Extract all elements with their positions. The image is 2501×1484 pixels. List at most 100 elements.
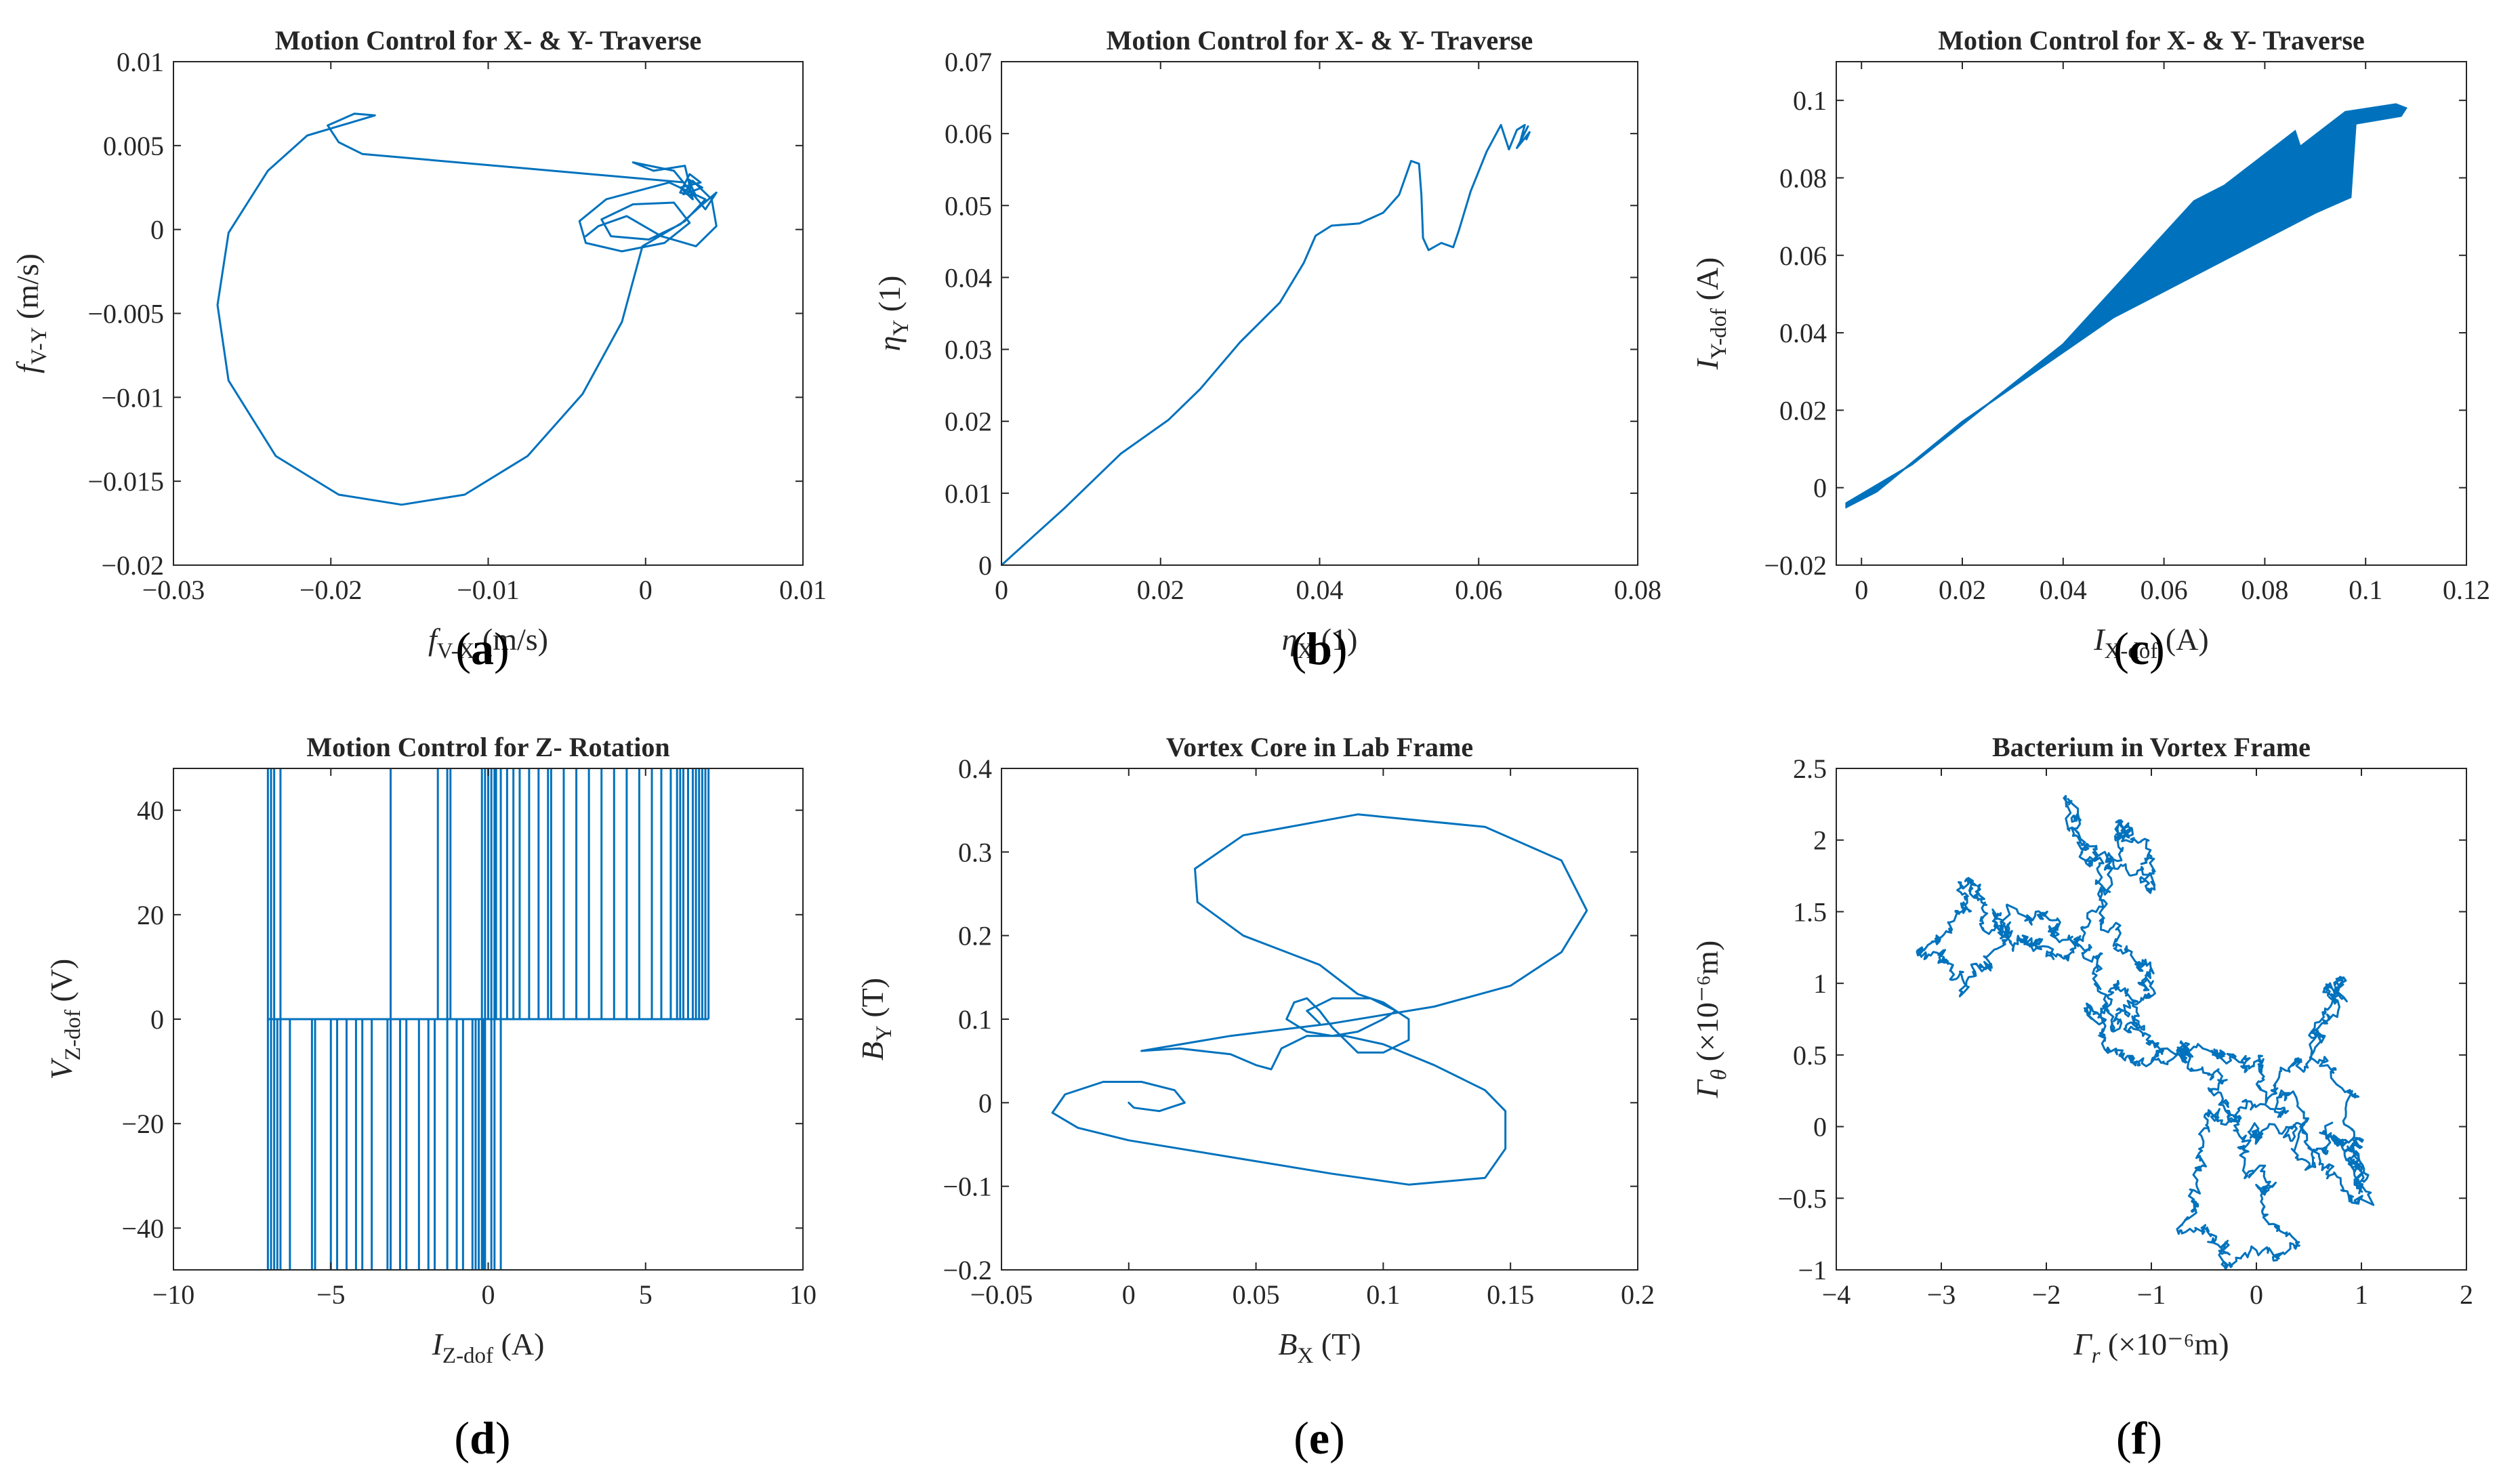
series-line-a	[216, 112, 718, 506]
plot-area-a	[216, 112, 718, 506]
y-tick-label: 0.5	[1793, 1040, 1827, 1071]
y-tick-label: 0.2	[958, 921, 992, 951]
x-tick-label: 5	[639, 1279, 653, 1310]
y-tick-label: −20	[121, 1109, 164, 1139]
x-tick-label: −0.05	[970, 1279, 1033, 1310]
panel-label-b: (b)	[1291, 623, 1347, 674]
y-tick-label: 20	[137, 900, 164, 930]
y-tick-label: −0.005	[87, 299, 164, 329]
x-tick-label: 0.01	[779, 575, 827, 605]
chart-title-f: Bacterium in Vortex Frame	[1992, 732, 2311, 762]
panel-label-a: (a)	[455, 623, 509, 674]
x-tick-label: 0	[639, 575, 653, 605]
x-axis-label-f: Γr (×10⁻⁶m)	[2073, 1327, 2229, 1368]
series-line-b	[1001, 123, 1531, 565]
x-tick-label: −2	[2032, 1279, 2061, 1310]
y-tick-label: 0.03	[945, 335, 992, 365]
y-tick-label: 0	[150, 215, 164, 245]
panel-d: −10 −5 0 5 10 −40 −20 0 20 40 Motion Control for Z…	[44, 732, 817, 1464]
x-axis-label-a: fV-X (m/s)	[428, 622, 548, 663]
x-tick-label: −0.03	[142, 575, 205, 605]
y-tick-label: 1	[1813, 968, 1827, 999]
y-tick-label: 0	[978, 550, 992, 581]
y-tick-label: −0.1	[943, 1172, 992, 1202]
y-tick-label: 0	[1813, 1112, 1827, 1142]
y-tick-label: 0	[1813, 473, 1827, 503]
x-tick-label: −0.01	[457, 575, 520, 605]
y-axis-label-d: VZ-dof (V)	[44, 959, 85, 1080]
y-tick-label: 0.04	[1779, 318, 1827, 348]
y-tick-label: 0.4	[958, 754, 992, 784]
x-tick-label: 0.2	[1621, 1279, 1655, 1310]
x-tick-label: 0.04	[1296, 575, 1344, 605]
series-line-e	[1051, 813, 1588, 1186]
y-tick-label: 1.5	[1793, 896, 1827, 927]
y-tick-label: 0.06	[1779, 241, 1827, 271]
x-axis-label-e: BX (T)	[1278, 1327, 1361, 1368]
x-tick-label: −4	[1822, 1279, 1851, 1310]
x-tick-label: −10	[152, 1279, 195, 1310]
x-axis-label-c: IX-dof (A)	[2093, 622, 2209, 663]
plot-area-e	[1051, 813, 1588, 1186]
y-tick-label: 0.02	[945, 407, 992, 437]
y-tick-label: 0.01	[945, 478, 992, 509]
x-tick-label: 0.04	[2040, 575, 2087, 605]
y-tick-label: 0.06	[945, 119, 992, 149]
x-tick-label: 0	[2250, 1279, 2263, 1310]
y-tick-label: 0.07	[945, 47, 992, 77]
x-axis-label-d: IZ-dof (A)	[432, 1327, 545, 1368]
y-tick-label: 0.05	[945, 190, 992, 221]
y-axis-label-c: IY-dof (A)	[1690, 257, 1731, 371]
y-tick-label: −0.5	[1777, 1183, 1827, 1214]
random-walk-path	[1916, 795, 2375, 1270]
x-tick-label: 0.06	[1455, 575, 1502, 605]
x-tick-label: 0	[482, 1279, 495, 1310]
y-tick-label: 0	[978, 1088, 992, 1118]
plot-area-b	[1001, 123, 1531, 565]
y-axis-label-a: fV-Y (m/s)	[10, 253, 51, 373]
chart-title-e: Vortex Core in Lab Frame	[1166, 732, 1473, 762]
y-axis-label-e: BY (T)	[855, 978, 896, 1060]
x-tick-label: 1	[2355, 1279, 2368, 1310]
y-tick-label: 0.1	[1793, 85, 1827, 116]
y-tick-label: −0.02	[1764, 550, 1827, 581]
chart-title-b: Motion Control for X- & Y- Traverse	[1107, 25, 1533, 56]
y-tick-label: 0	[150, 1004, 164, 1035]
series-band-c	[1845, 103, 2407, 509]
x-tick-label: 0	[1122, 1279, 1136, 1310]
x-tick-label: −3	[1927, 1279, 1956, 1310]
x-tick-label: 0.1	[2349, 575, 2382, 605]
x-tick-label: 0.15	[1487, 1279, 1534, 1310]
chart-title-d: Motion Control for Z- Rotation	[306, 732, 669, 762]
x-tick-label: 0.06	[2141, 575, 2188, 605]
axes-box-c	[1836, 61, 2467, 566]
x-tick-label: 0.05	[1233, 1279, 1280, 1310]
y-tick-label: 0.3	[958, 837, 992, 867]
y-tick-label: −0.2	[943, 1255, 992, 1285]
x-tick-label: −5	[316, 1279, 346, 1310]
y-tick-label: −0.01	[101, 382, 164, 413]
panel-label-d: (d)	[454, 1412, 510, 1464]
x-axis-label-b: ηX (1)	[1282, 622, 1358, 663]
y-tick-label: 2.5	[1793, 754, 1827, 784]
panel-b: 0 0.02 0.04 0.06 0.08 0 0.01 0.02 0.03 0.04 0.05 0.…	[872, 25, 1661, 674]
axes-box-b	[1001, 61, 1638, 566]
y-tick-label: −0.015	[87, 466, 164, 497]
panel-e: −0.05 0 0.05 0.1 0.15 0.2 −0.2 −0.1 0 0.1 0.2 0.3 0.…	[855, 732, 1655, 1464]
y-tick-label: 0.1	[958, 1004, 992, 1035]
panel-label-e: (e)	[1294, 1412, 1345, 1464]
y-axis-label-f: Γθ (×10⁻⁶m)	[1690, 941, 1731, 1099]
y-tick-label: −0.02	[101, 550, 164, 581]
chart-title-c: Motion Control for X- & Y- Traverse	[1938, 25, 2365, 56]
y-tick-label: 0.02	[1779, 395, 1827, 426]
y-tick-label: 0.01	[117, 47, 164, 77]
axes-box-a	[173, 61, 804, 566]
x-tick-label: 0.1	[1366, 1279, 1400, 1310]
y-tick-label: 40	[137, 796, 164, 826]
panel-f: −4 −3 −2 −1 0 1 2 −1 −0.5 0 0.5 1 1.5 2 2.5 Bacterium i…	[1690, 732, 2473, 1464]
x-tick-label: −1	[2137, 1279, 2166, 1310]
x-tick-label: 0.08	[1614, 575, 1661, 605]
y-tick-label: 2	[1813, 825, 1827, 856]
y-tick-label: −1	[1798, 1255, 1827, 1285]
